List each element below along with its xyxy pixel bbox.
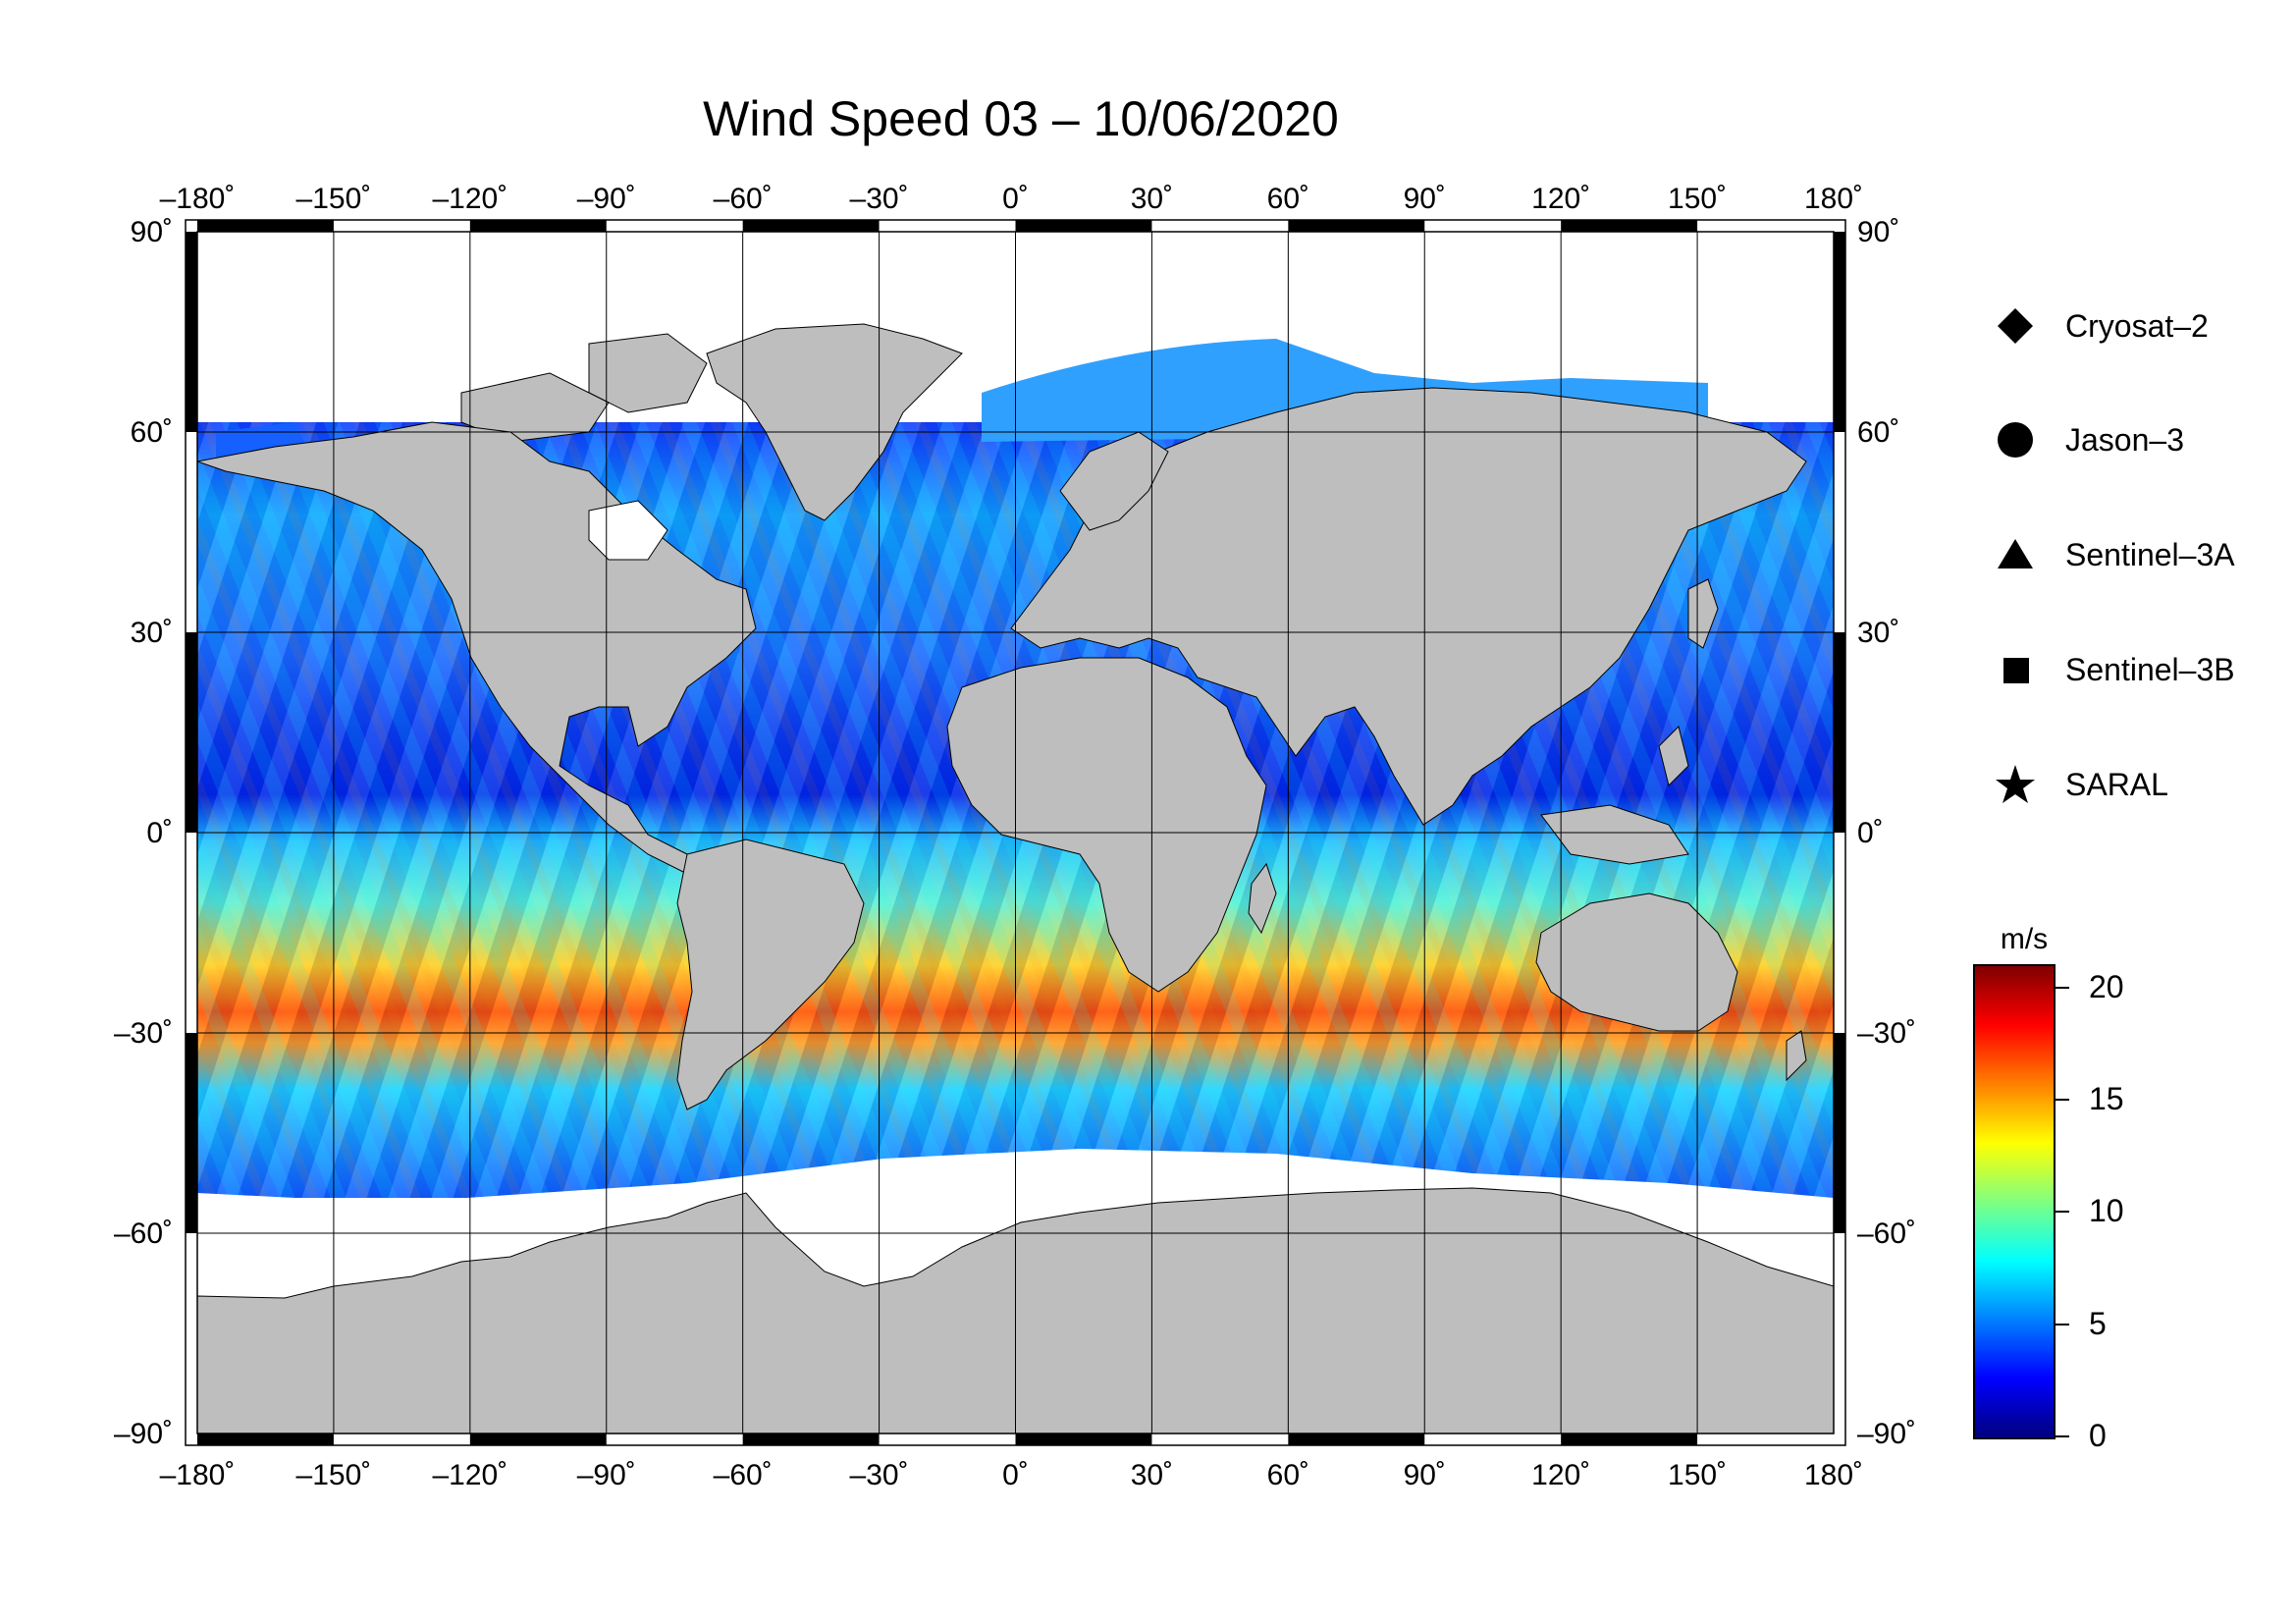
frame-segment: [1561, 220, 1698, 232]
longitude-tick-label: –60˚: [714, 1459, 773, 1491]
latitude-tick-label: –90˚: [1857, 1418, 1916, 1450]
latitude-tick-label: –30˚: [1857, 1017, 1916, 1050]
longitude-tick-label: 0˚: [1002, 183, 1029, 215]
legend-label-sentinel-3a: Sentinel–3A: [2065, 536, 2235, 572]
longitude-tick-label: –90˚: [577, 183, 636, 215]
africa-landmass: [946, 657, 1267, 993]
latitude-tick-label: 30˚: [1857, 617, 1899, 649]
square-icon: [1993, 647, 2038, 692]
longitude-tick-label: –90˚: [577, 1459, 636, 1491]
frame-segment: [1015, 1434, 1152, 1445]
latitude-tick-label: –60˚: [1857, 1217, 1916, 1250]
legend-item-sentinel-3b: Sentinel–3B: [1993, 640, 2235, 699]
longitude-ticks-bottom: –180˚ –150˚ –120˚ –90˚ –60˚ –30˚ 0˚ 30˚ 60˚ 90˚ 12…: [160, 1459, 1863, 1491]
latitude-tick-label: 30˚: [131, 617, 173, 649]
frame-segment: [742, 220, 880, 232]
longitude-tick-label: 60˚: [1267, 1459, 1309, 1491]
longitude-tick-label: –180˚: [160, 183, 236, 215]
colorbar-tick-label: 0: [2089, 1418, 2107, 1453]
latitude-ticks-right: 90˚ 60˚ 30˚ 0˚ –30˚ –60˚ –90˚: [1857, 216, 1916, 1450]
longitude-tick-label: –120˚: [432, 183, 507, 215]
longitude-tick-label: –150˚: [296, 1459, 372, 1491]
colorbar-tick-label: 5: [2089, 1305, 2107, 1341]
longitude-tick-label: 120˚: [1531, 183, 1590, 215]
colorbar-unit: m/s: [2000, 923, 2049, 955]
longitude-tick-label: 180˚: [1804, 1459, 1863, 1491]
legend-item-jason: Jason–3: [1993, 410, 2184, 469]
colorbar: [1973, 964, 2056, 1439]
longitude-tick-label: –30˚: [850, 183, 909, 215]
legend-item-sentinel-3a: Sentinel–3A: [1993, 525, 2235, 584]
longitude-tick-label: 120˚: [1531, 1459, 1590, 1491]
frame-segment: [1288, 220, 1425, 232]
colorbar-tick-mark: [2056, 1435, 2069, 1437]
frame-segment: [197, 220, 334, 232]
triangle-icon: [1993, 532, 2038, 577]
colorbar-tick-mark: [2056, 1323, 2069, 1325]
longitude-tick-label: –60˚: [714, 183, 773, 215]
longitude-tick-label: 0˚: [1002, 1459, 1029, 1491]
longitude-tick-label: 60˚: [1267, 183, 1309, 215]
circle-icon: [1993, 417, 2038, 462]
eurasia-landmass: [1010, 387, 1807, 826]
longitude-tick-label: 30˚: [1131, 1459, 1173, 1491]
frame-segment: [197, 1434, 334, 1445]
world-map: –180˚ –150˚ –120˚ –90˚ –60˚ –30˚ 0˚ 30˚ 60˚ 90˚ 12…: [114, 183, 1916, 1491]
longitude-tick-label: 30˚: [1131, 183, 1173, 215]
map-frame: [185, 219, 1846, 1446]
south-america-landmass: [676, 839, 865, 1110]
latitude-tick-label: 90˚: [131, 216, 173, 248]
colorbar-tick-mark: [2056, 1211, 2069, 1214]
frame-segment: [186, 1033, 197, 1233]
longitude-tick-label: 180˚: [1804, 183, 1863, 215]
frame-segment: [1834, 632, 1845, 833]
latitude-tick-label: –60˚: [114, 1217, 173, 1250]
legend-label-sentinel-3b: Sentinel–3B: [2065, 651, 2235, 687]
map-title: Wind Speed 03 – 10/06/2020: [703, 91, 1339, 146]
longitude-tick-label: –30˚: [850, 1459, 909, 1491]
longitude-tick-label: 150˚: [1668, 1459, 1727, 1491]
latitude-tick-label: 90˚: [1857, 216, 1899, 248]
frame-segment: [1288, 1434, 1425, 1445]
legend-label-cryosat: Cryosat–2: [2065, 307, 2209, 344]
latitude-tick-label: –30˚: [114, 1017, 173, 1050]
longitude-tick-label: –150˚: [296, 183, 372, 215]
longitude-tick-label: –180˚: [160, 1459, 236, 1491]
colorbar-tick-mark: [2056, 1099, 2069, 1102]
frame-segment: [469, 220, 607, 232]
longitude-tick-label: –120˚: [432, 1459, 507, 1491]
colorbar-tick-mark: [2056, 986, 2069, 989]
diamond-icon: [1993, 303, 2038, 349]
longitude-tick-label: 90˚: [1404, 1459, 1446, 1491]
latitude-tick-label: 60˚: [1857, 416, 1899, 449]
frame-segment: [186, 232, 197, 432]
colorbar-tick-label: 10: [2089, 1193, 2124, 1229]
legend-label-jason: Jason–3: [2065, 421, 2184, 458]
latitude-tick-label: –90˚: [114, 1418, 173, 1450]
frame-segment: [186, 632, 197, 833]
latitude-tick-label: 0˚: [146, 817, 173, 849]
frame-segment: [1015, 220, 1152, 232]
legend-item-saral: SARAL: [1993, 755, 2168, 814]
frame-segment: [1561, 1434, 1698, 1445]
australia-landmass: [1535, 893, 1738, 1032]
frame-segment: [1834, 232, 1845, 432]
star-icon: [1993, 762, 2038, 807]
colorbar-tick-label: 15: [2089, 1081, 2124, 1117]
latitude-ticks-left: 90˚ 60˚ 30˚ 0˚ –30˚ –60˚ –90˚: [114, 216, 173, 1450]
frame-segment: [1834, 1033, 1845, 1233]
latitude-tick-label: 60˚: [131, 416, 173, 449]
latitude-tick-label: 0˚: [1857, 817, 1884, 849]
longitude-tick-label: 150˚: [1668, 183, 1727, 215]
frame-segment: [469, 1434, 607, 1445]
frame-segment: [742, 1434, 880, 1445]
greenland-landmass: [706, 323, 963, 521]
colorbar-tick-label: 20: [2089, 968, 2124, 1004]
longitude-tick-label: 90˚: [1404, 183, 1446, 215]
legend-item-cryosat: Cryosat–2: [1993, 297, 2209, 355]
legend-label-saral: SARAL: [2065, 766, 2168, 802]
longitude-ticks-top: –180˚ –150˚ –120˚ –90˚ –60˚ –30˚ 0˚ 30˚ 60˚ 90˚ 12…: [160, 183, 1863, 215]
